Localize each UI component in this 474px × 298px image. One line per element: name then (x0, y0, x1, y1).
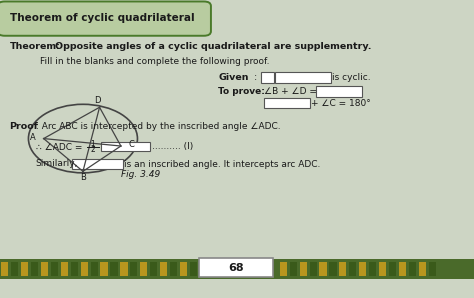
Text: B: B (80, 173, 86, 182)
FancyBboxPatch shape (264, 98, 310, 108)
Text: Proof: Proof (9, 122, 38, 131)
FancyBboxPatch shape (316, 86, 362, 97)
FancyBboxPatch shape (61, 262, 68, 276)
Text: C: C (128, 140, 134, 149)
FancyBboxPatch shape (41, 262, 48, 276)
FancyBboxPatch shape (419, 262, 426, 276)
FancyBboxPatch shape (101, 142, 150, 151)
FancyBboxPatch shape (71, 262, 78, 276)
Text: + ∠C = 180°: + ∠C = 180° (311, 99, 371, 108)
FancyBboxPatch shape (399, 262, 406, 276)
FancyBboxPatch shape (180, 262, 187, 276)
FancyBboxPatch shape (72, 159, 123, 169)
Text: .......... (I): .......... (I) (152, 142, 193, 151)
FancyBboxPatch shape (0, 1, 211, 36)
Text: ∠B + ∠D =: ∠B + ∠D = (264, 87, 318, 96)
FancyBboxPatch shape (275, 72, 331, 83)
Text: Similarly,: Similarly, (36, 159, 78, 168)
FancyBboxPatch shape (199, 258, 273, 277)
Text: Theorem:: Theorem: (9, 42, 60, 51)
FancyBboxPatch shape (379, 262, 386, 276)
FancyBboxPatch shape (329, 262, 337, 276)
FancyBboxPatch shape (91, 262, 98, 276)
FancyBboxPatch shape (120, 262, 128, 276)
FancyBboxPatch shape (300, 262, 307, 276)
FancyBboxPatch shape (389, 262, 396, 276)
FancyBboxPatch shape (290, 262, 297, 276)
FancyBboxPatch shape (1, 262, 8, 276)
FancyBboxPatch shape (130, 262, 137, 276)
FancyBboxPatch shape (339, 262, 346, 276)
Text: D: D (94, 96, 100, 105)
Text: :: : (254, 73, 257, 82)
Text: : Arc ABC is intercepted by the inscribed angle ∠ADC.: : Arc ABC is intercepted by the inscribe… (36, 122, 280, 131)
FancyBboxPatch shape (409, 262, 416, 276)
FancyBboxPatch shape (0, 259, 474, 279)
Text: 2: 2 (91, 145, 95, 154)
Text: Opposite angles of a cyclic quadrilateral are supplementry.: Opposite angles of a cyclic quadrilatera… (55, 42, 371, 51)
FancyBboxPatch shape (81, 262, 88, 276)
Text: To prove:: To prove: (218, 87, 265, 96)
FancyBboxPatch shape (310, 262, 317, 276)
FancyBboxPatch shape (140, 262, 147, 276)
Text: 1: 1 (91, 140, 95, 149)
FancyBboxPatch shape (280, 262, 287, 276)
FancyBboxPatch shape (100, 262, 108, 276)
Text: 68: 68 (228, 263, 243, 273)
FancyBboxPatch shape (429, 262, 436, 276)
Text: Fill in the blanks and complete the following proof.: Fill in the blanks and complete the foll… (40, 57, 270, 66)
Text: ∴ ∠ADC =: ∴ ∠ADC = (36, 143, 85, 152)
FancyBboxPatch shape (349, 262, 356, 276)
FancyBboxPatch shape (110, 262, 118, 276)
Text: A: A (30, 133, 36, 142)
Text: Fig. 3.49: Fig. 3.49 (121, 170, 160, 179)
Text: Theorem of cyclic quadrilateral: Theorem of cyclic quadrilateral (9, 13, 194, 24)
Text: Given: Given (218, 73, 248, 82)
FancyBboxPatch shape (21, 262, 28, 276)
Text: is cyclic.: is cyclic. (332, 73, 371, 82)
FancyBboxPatch shape (51, 262, 58, 276)
FancyBboxPatch shape (150, 262, 157, 276)
FancyBboxPatch shape (170, 262, 177, 276)
FancyBboxPatch shape (261, 72, 274, 83)
Text: is an inscribed angle. It intercepts arc ADC.: is an inscribed angle. It intercepts arc… (124, 160, 320, 169)
FancyBboxPatch shape (369, 262, 376, 276)
FancyBboxPatch shape (359, 262, 366, 276)
FancyBboxPatch shape (160, 262, 167, 276)
FancyBboxPatch shape (190, 262, 197, 276)
FancyBboxPatch shape (319, 262, 327, 276)
FancyBboxPatch shape (31, 262, 38, 276)
FancyBboxPatch shape (11, 262, 18, 276)
